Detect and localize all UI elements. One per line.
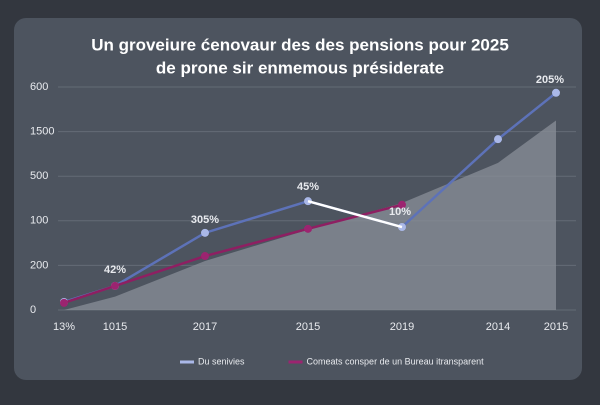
point	[304, 224, 312, 233]
point	[60, 298, 68, 307]
x-tick-label: 1015	[103, 321, 127, 333]
y-tick-label: 600	[30, 81, 48, 93]
x-tick-label: 2017	[193, 321, 217, 333]
x-tick-label: 2019	[390, 321, 414, 333]
y-tick-label: 0	[30, 304, 36, 316]
legend-label: Du senivies	[198, 356, 245, 366]
y-tick-label: 500	[30, 170, 48, 182]
point	[111, 281, 119, 290]
data-label: 305%	[191, 214, 219, 226]
point	[494, 135, 502, 144]
point	[201, 228, 209, 237]
data-label: 45%	[297, 181, 319, 193]
y-tick-label: 200	[30, 259, 48, 271]
legend-label: Comeats consper de un Bureau itransparen…	[307, 356, 485, 366]
data-label: 205%	[536, 74, 564, 86]
x-tick-label: 2015	[544, 321, 568, 333]
x-tick-label: 2014	[486, 321, 510, 333]
chart-title: Un groveiure ćenovaur des des pensions p…	[91, 35, 509, 54]
point	[552, 88, 560, 97]
point	[398, 200, 406, 209]
area	[64, 120, 556, 310]
point	[201, 252, 209, 261]
y-tick-label: 1500	[30, 126, 54, 138]
highlight-segment	[307, 199, 403, 229]
x-tick-label: 13%	[53, 321, 75, 333]
x-tick-label: 2015	[296, 321, 320, 333]
chart-subtitle: de prone sir enmemous présiderate	[156, 58, 444, 77]
data-label: 10%	[389, 206, 411, 218]
y-tick-label: 100	[30, 215, 48, 227]
data-label: 42%	[104, 264, 126, 276]
